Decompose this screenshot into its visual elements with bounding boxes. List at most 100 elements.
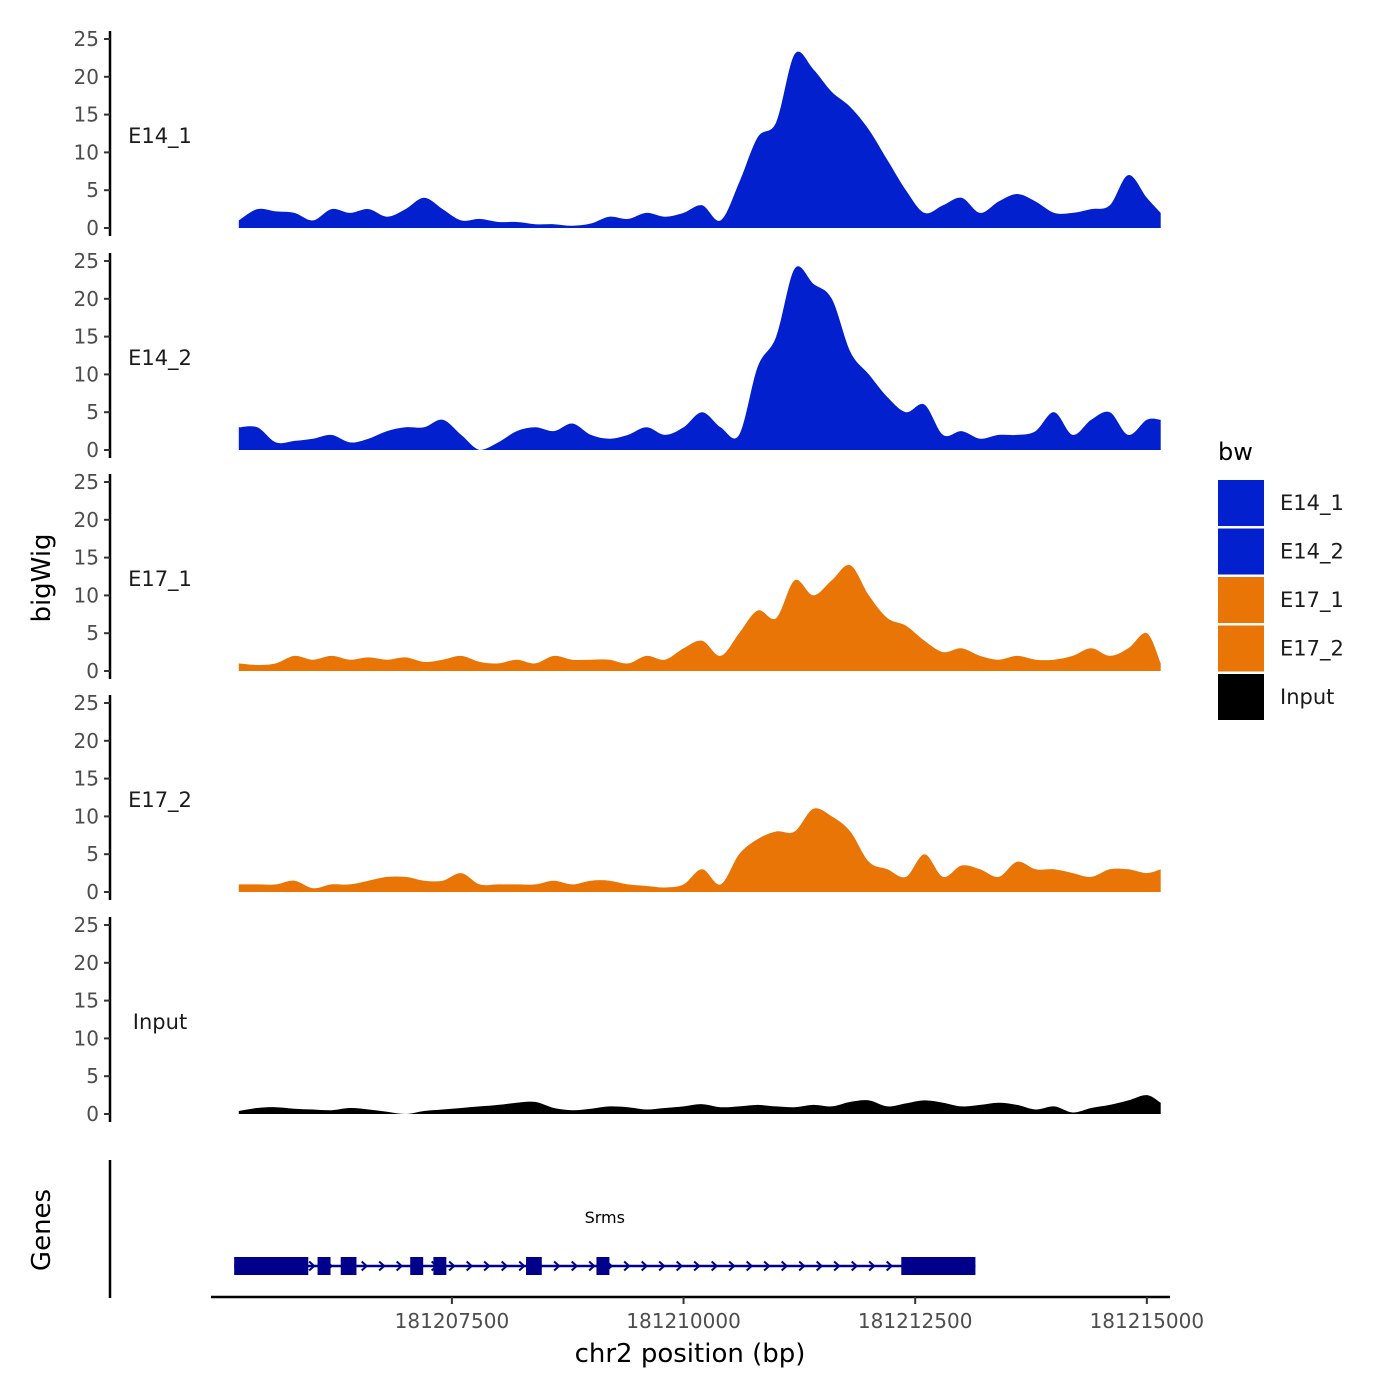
signal-area — [238, 808, 1161, 892]
y-tick-label: 25 — [74, 913, 99, 937]
track-e17-1: 0 5 10 15 20 25 E17_1 — [74, 470, 1161, 683]
strand-arrow — [483, 1260, 491, 1272]
strand-arrow — [675, 1260, 684, 1272]
signal-area — [238, 266, 1161, 450]
strand-arrow — [885, 1260, 894, 1272]
strand-arrow — [553, 1260, 561, 1272]
y-tick-label: 10 — [74, 140, 99, 164]
y-tick-label: 0 — [86, 1102, 99, 1126]
legend: bw E14_1 E14_2 E17_1 E17_2 Input — [1218, 438, 1344, 720]
strand-arrow — [378, 1260, 386, 1272]
y-tick-label: 20 — [74, 729, 99, 753]
y-tick-label: 10 — [74, 1026, 99, 1050]
strand-arrow — [850, 1260, 859, 1272]
genes-axis-title: Genes — [27, 1189, 57, 1271]
legend-label: Input — [1280, 685, 1334, 709]
y-tick-label: 10 — [74, 804, 99, 828]
gene-exon — [526, 1257, 542, 1275]
y-tick-label: 25 — [74, 27, 99, 51]
gene-exon — [433, 1257, 447, 1275]
gene-exon — [901, 1257, 976, 1275]
y-tick-label: 5 — [86, 400, 99, 424]
strand-arrow — [395, 1260, 404, 1272]
y-tick-label: 0 — [86, 438, 99, 462]
legend-label: E14_2 — [1280, 540, 1344, 565]
strand-arrow — [360, 1260, 369, 1272]
y-tick-label: 25 — [74, 249, 99, 273]
gene-exon — [317, 1257, 331, 1275]
strand-arrow — [710, 1260, 719, 1272]
y-tick-label: 20 — [74, 951, 99, 975]
track-label: E14_1 — [128, 124, 192, 149]
y-tick-label: 15 — [74, 767, 99, 791]
strand-arrow — [588, 1260, 596, 1272]
strand-arrow — [763, 1260, 771, 1272]
strand-arrow — [728, 1260, 736, 1272]
strand-arrow — [518, 1260, 526, 1272]
x-tick-label: 181212500 — [858, 1309, 973, 1333]
gene-track: Srms — [108, 1160, 976, 1298]
y-tick-label: 10 — [74, 362, 99, 386]
legend-swatch — [1218, 674, 1264, 720]
strand-arrow — [308, 1260, 316, 1272]
strand-arrow — [815, 1260, 824, 1272]
y-tick-label: 5 — [86, 178, 99, 202]
gene-exon — [596, 1257, 610, 1275]
gene-exon — [340, 1257, 357, 1275]
track-input: 0 5 10 15 20 25 Input — [74, 913, 1161, 1126]
track-e14-2: 0 5 10 15 20 25 E14_2 — [74, 249, 1161, 462]
signal-area — [238, 564, 1161, 671]
legend-label: E14_1 — [1280, 491, 1344, 516]
strand-arrow — [500, 1260, 509, 1272]
y-tick-label: 20 — [74, 65, 99, 89]
y-tick-label: 0 — [86, 880, 99, 904]
y-tick-label: 25 — [74, 691, 99, 715]
y-tick-label: 0 — [86, 216, 99, 240]
gene-exon — [234, 1257, 309, 1275]
y-tick-label: 25 — [74, 470, 99, 494]
legend-swatch — [1218, 625, 1264, 672]
y-tick-label: 5 — [86, 621, 99, 645]
x-tick-label: 181215000 — [1090, 1309, 1205, 1333]
signal-area — [238, 51, 1161, 228]
strand-arrow — [640, 1260, 649, 1272]
strand-arrow — [745, 1260, 754, 1272]
x-tick-label: 181210000 — [626, 1309, 741, 1333]
y-tick-label: 0 — [86, 659, 99, 683]
x-axis: 181207500 181210000 181212500 181215000 — [211, 1295, 1205, 1333]
track-label: E17_1 — [128, 567, 192, 592]
y-tick-label: 10 — [74, 583, 99, 607]
y-tick-label: 15 — [74, 325, 99, 349]
y-tick-label: 5 — [86, 842, 99, 866]
legend-label: E17_1 — [1280, 588, 1344, 613]
track-label: Input — [133, 1010, 187, 1034]
strand-arrow — [658, 1260, 666, 1272]
strand-arrow — [448, 1260, 456, 1272]
gene-name-label: Srms — [585, 1208, 625, 1227]
strand-arrow — [780, 1260, 789, 1272]
y-tick-label: 15 — [74, 989, 99, 1013]
strand-arrow — [868, 1260, 876, 1272]
strand-arrow — [623, 1260, 631, 1272]
y-tick-label: 20 — [74, 287, 99, 311]
track-e14-1: 0 5 10 15 20 25 E14_1 — [74, 27, 1161, 240]
x-tick-label: 181207500 — [395, 1309, 510, 1333]
legend-swatch — [1218, 480, 1264, 526]
track-label: E17_2 — [128, 788, 192, 813]
y-tick-label: 5 — [86, 1064, 99, 1088]
y-tick-label: 15 — [74, 546, 99, 570]
signal-area — [238, 1095, 1161, 1114]
legend-title: bw — [1218, 438, 1253, 466]
strand-arrow — [693, 1260, 701, 1272]
x-axis-title: chr2 position (bp) — [575, 1339, 806, 1369]
y-axis-title: bigWig — [27, 533, 57, 622]
gene-exon — [410, 1257, 424, 1275]
track-label: E14_2 — [128, 346, 192, 371]
strand-arrow — [833, 1260, 841, 1272]
legend-swatch — [1218, 577, 1264, 623]
y-tick-label: 15 — [74, 103, 99, 127]
signal-tracks: 0 5 10 15 20 25 E14_1 0 5 10 15 20 25 E14_2 0 5 10 15 20 25… — [74, 27, 1161, 1126]
strand-arrow — [798, 1260, 806, 1272]
track-e17-2: 0 5 10 15 20 25 E17_2 — [74, 691, 1161, 904]
